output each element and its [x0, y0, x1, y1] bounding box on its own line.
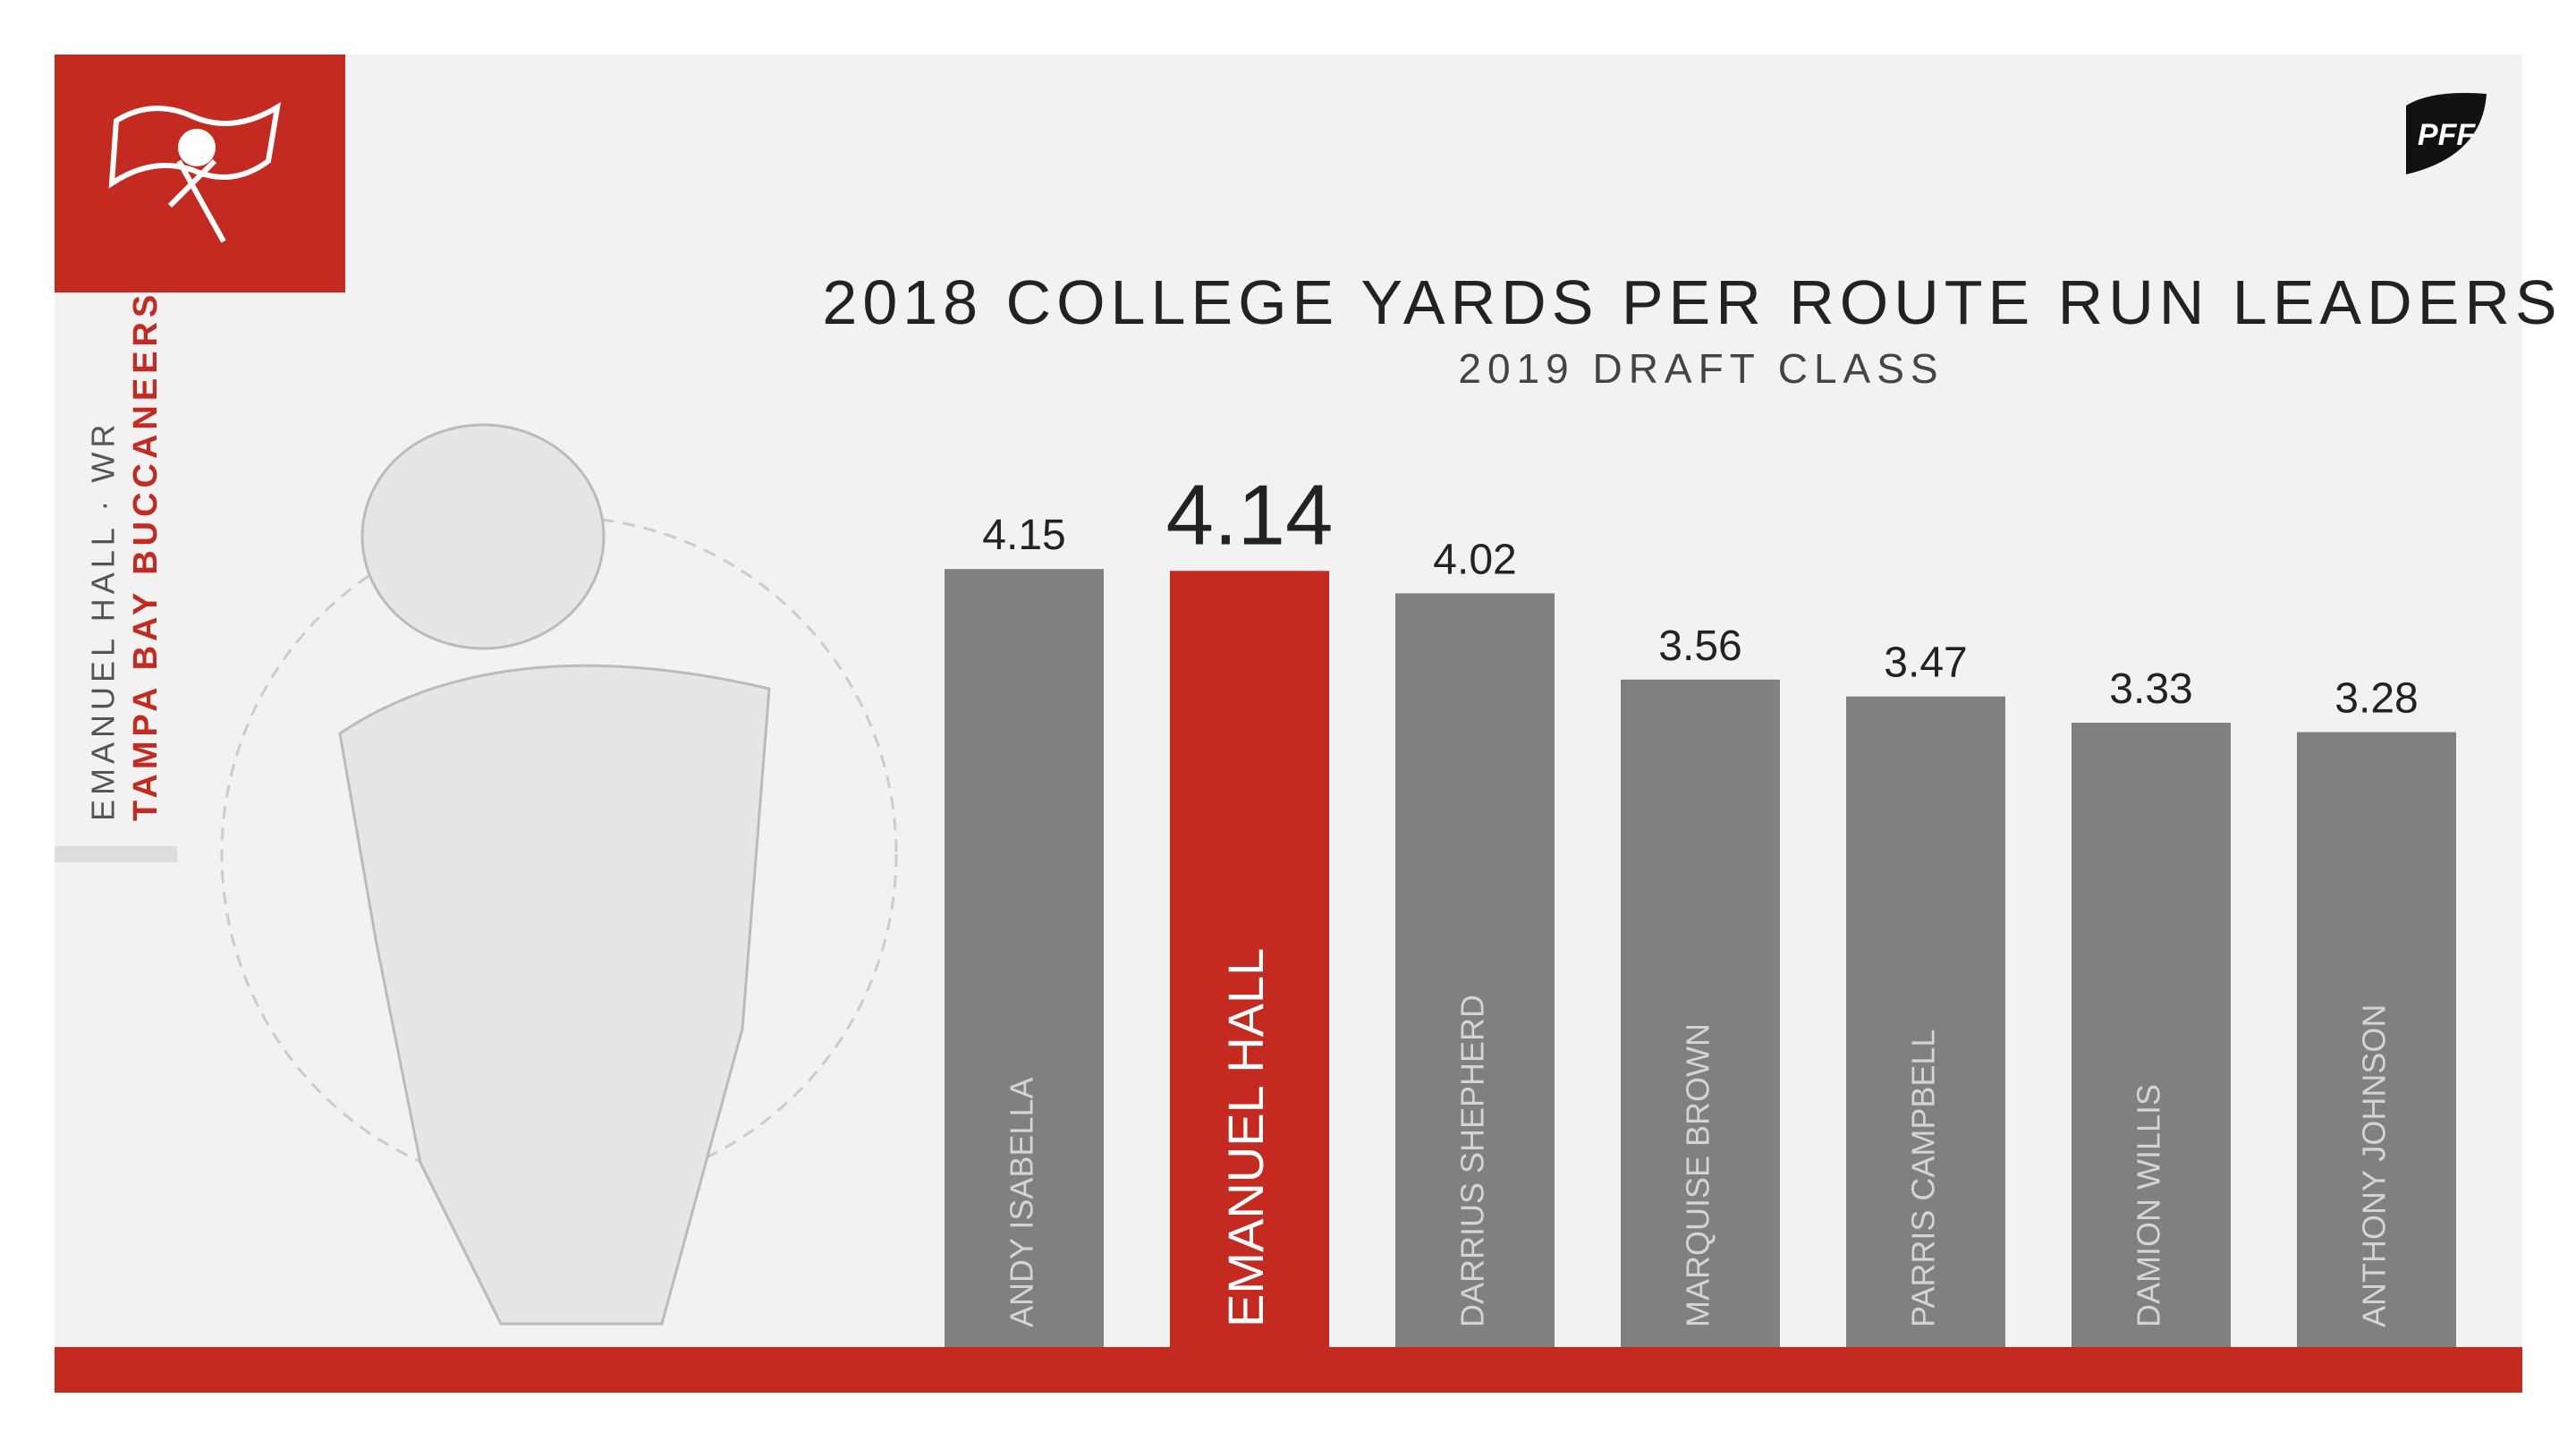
value-label: 4.14 — [1166, 467, 1334, 563]
bar — [2072, 723, 2231, 1347]
category-label: DARRIUS SHEPHERD — [1454, 995, 1491, 1327]
player-name: EMANUEL HALL · WR — [85, 420, 122, 821]
category-label: PARRIS CAMPBELL — [1905, 1030, 1942, 1327]
bar — [1621, 679, 1780, 1347]
category-label: EMANUEL HALL — [1217, 948, 1274, 1327]
baseline-strip — [55, 1347, 2522, 1393]
bar — [1395, 593, 1555, 1347]
bar — [1846, 696, 2005, 1347]
category-label: ANDY ISABELLA — [1004, 1078, 1040, 1327]
brand-text: PFF — [2418, 118, 2476, 152]
value-label: 3.56 — [1658, 623, 1741, 670]
chart-subtitle: 2019 DRAFT CLASS — [1458, 345, 1944, 392]
value-label: 3.47 — [1884, 640, 1967, 687]
bar — [2297, 732, 2456, 1347]
name-underline — [55, 846, 177, 862]
value-label: 3.28 — [2334, 675, 2418, 723]
category-label: MARQUISE BROWN — [1680, 1023, 1716, 1327]
value-label: 4.15 — [982, 512, 1065, 559]
bar — [945, 569, 1104, 1347]
bar — [1170, 571, 1329, 1347]
value-label: 3.33 — [2109, 665, 2192, 713]
chart-title: 2018 COLLEGE YARDS PER ROUTE RUN LEADERS — [822, 267, 2562, 337]
player-circle — [220, 515, 898, 1193]
brand-logo: PFF — [2406, 92, 2487, 174]
category-label: DAMION WILLIS — [2131, 1084, 2167, 1327]
category-label: ANTHONY JOHNSON — [2356, 1004, 2393, 1327]
team-name: TAMPA BAY BUCCANEERS — [127, 291, 165, 821]
player-silhouette — [338, 423, 771, 1326]
value-label: 4.02 — [1433, 536, 1516, 583]
team-logo — [108, 102, 282, 243]
